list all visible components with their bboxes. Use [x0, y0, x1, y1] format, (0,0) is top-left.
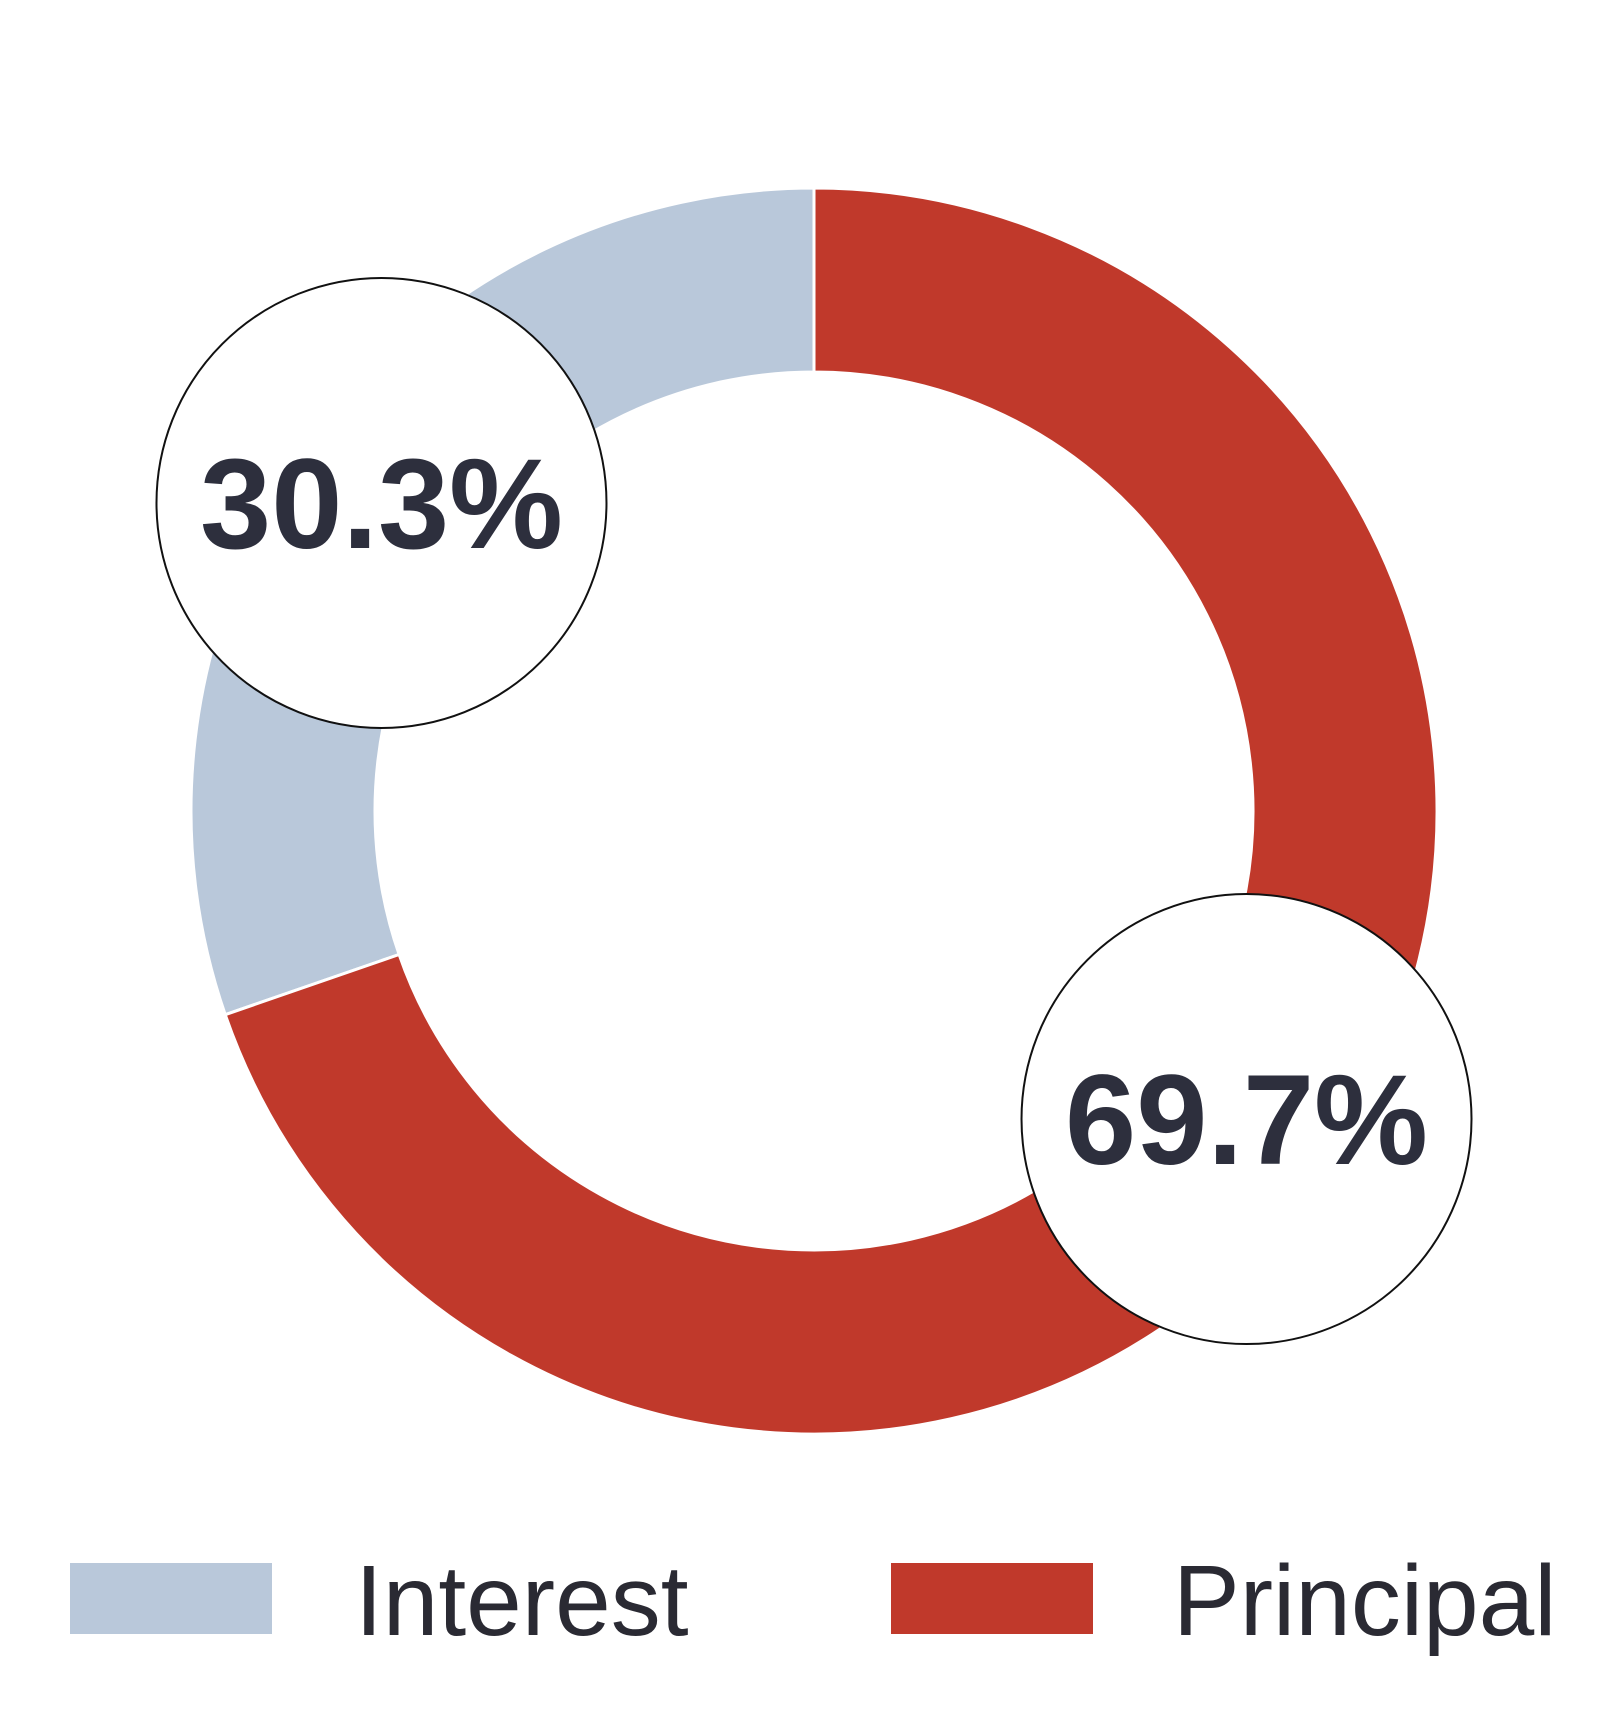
legend-label-principal: Principal: [1173, 1545, 1557, 1657]
data-label-principal: 69.7%: [1065, 1049, 1428, 1192]
legend-swatch-principal: [891, 1563, 1093, 1634]
data-label-bubble-interest: [155, 276, 608, 729]
legend-swatch-interest: [70, 1563, 272, 1634]
legend-label-interest: Interest: [355, 1545, 689, 1657]
data-labels: 30.3% 69.7%: [155, 276, 1473, 1346]
data-label-bubble-principal: [1020, 893, 1473, 1346]
data-label-interest: 30.3%: [200, 433, 563, 576]
legend: Interest Principal: [70, 1545, 1557, 1657]
